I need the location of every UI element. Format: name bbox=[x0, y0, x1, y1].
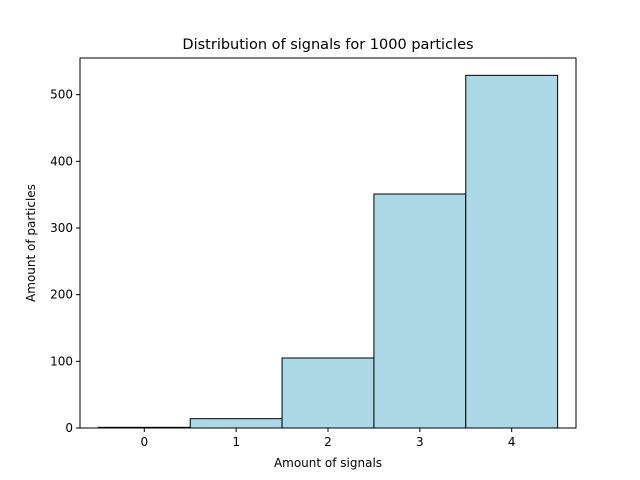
y-axis-label: Amount of particles bbox=[24, 184, 38, 302]
bar-1 bbox=[189, 418, 283, 429]
x-tick-label: 0 bbox=[140, 435, 148, 449]
y-tick-label: 0 bbox=[65, 421, 73, 435]
y-tick-label: 400 bbox=[50, 154, 73, 168]
x-tick-label: 4 bbox=[508, 435, 516, 449]
y-tick-label: 300 bbox=[50, 221, 73, 235]
x-ticks-group: 0 1 2 3 4 bbox=[140, 428, 516, 449]
y-tick-label: 100 bbox=[50, 354, 73, 368]
chart-title: Distribution of signals for 1000 particl… bbox=[182, 37, 473, 53]
plot-frame bbox=[79, 57, 577, 429]
x-tick-label: 3 bbox=[416, 435, 424, 449]
x-tick-label: 1 bbox=[232, 435, 240, 449]
bar-2 bbox=[281, 357, 375, 429]
bar-3 bbox=[373, 193, 467, 429]
y-ticks-group: 0 100 200 300 400 500 bbox=[50, 88, 80, 435]
bars-group bbox=[97, 74, 559, 429]
bar-4 bbox=[465, 74, 559, 429]
x-axis-label: Amount of signals bbox=[274, 456, 382, 470]
y-tick-label: 500 bbox=[50, 88, 73, 102]
x-tick-label: 2 bbox=[324, 435, 332, 449]
y-tick-label: 200 bbox=[50, 288, 73, 302]
